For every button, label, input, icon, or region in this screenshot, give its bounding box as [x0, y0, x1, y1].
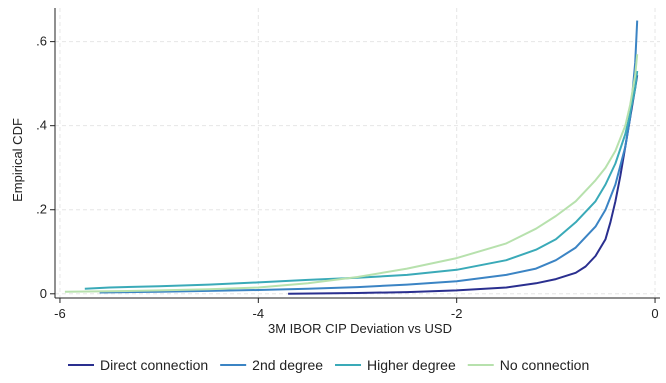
series-lines — [64, 20, 639, 295]
axes: -6 -4 -2 0 0 .2 .4 .6 — [36, 8, 660, 321]
legend: Direct connection 2nd degree Higher degree… — [68, 357, 589, 373]
series-line — [99, 20, 639, 294]
legend-label: No connection — [500, 357, 590, 373]
x-tick-label: 0 — [651, 306, 658, 321]
y-tick-label: 0 — [40, 286, 47, 301]
grid-lines — [55, 8, 660, 298]
legend-label: 2nd degree — [252, 357, 323, 373]
x-tick-label: -6 — [54, 306, 66, 321]
y-axis-title: Empirical CDF — [10, 118, 25, 202]
x-axis-title: 3M IBOR CIP Deviation vs USD — [268, 321, 452, 336]
legend-label: Direct connection — [100, 357, 208, 373]
x-tick-label: -4 — [253, 306, 265, 321]
y-tick-label: .6 — [36, 34, 47, 49]
series-line — [84, 70, 639, 290]
legend-label: Higher degree — [367, 357, 456, 373]
y-tick-label: .2 — [36, 202, 47, 217]
x-tick-label: -2 — [451, 306, 463, 321]
y-tick-label: .4 — [36, 118, 47, 133]
series-line — [64, 54, 639, 293]
